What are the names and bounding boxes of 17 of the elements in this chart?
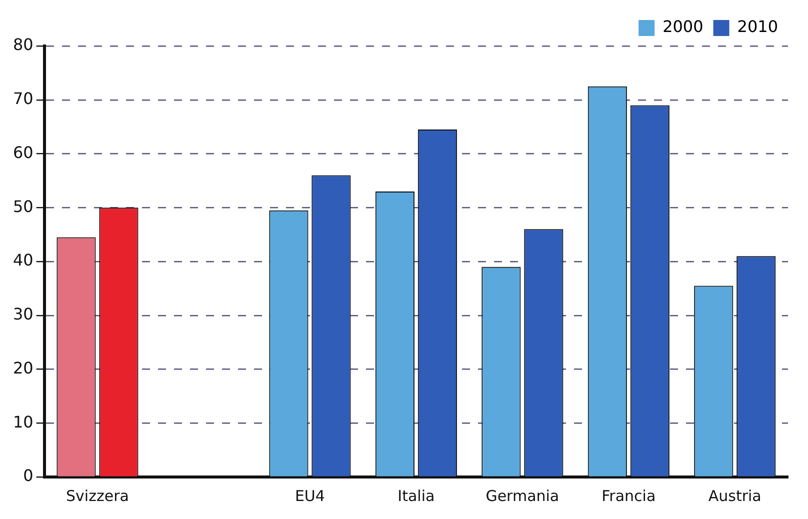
legend-label: 2010 <box>737 17 778 36</box>
y-tick-label: 10 <box>13 412 34 432</box>
legend-label: 2000 <box>662 17 704 36</box>
y-tick-label: 40 <box>13 250 34 270</box>
y-tick-label: 80 <box>13 35 34 54</box>
x-tick-label: EU4 <box>294 486 325 505</box>
y-tick-label: 50 <box>13 196 34 216</box>
y-tick-label: 30 <box>13 304 34 324</box>
x-tick-label: Italia <box>398 486 435 505</box>
y-tick-label: 20 <box>13 358 34 378</box>
x-tick-label: Austria <box>708 486 762 505</box>
y-tick-label: 60 <box>13 142 34 162</box>
x-tick-label: Francia <box>602 486 656 505</box>
y-tick-label: 0 <box>23 466 34 486</box>
y-tick-label: 70 <box>13 89 34 108</box>
x-tick-label: Germania <box>486 486 560 505</box>
x-tick-label: Svizzera <box>66 486 129 505</box>
